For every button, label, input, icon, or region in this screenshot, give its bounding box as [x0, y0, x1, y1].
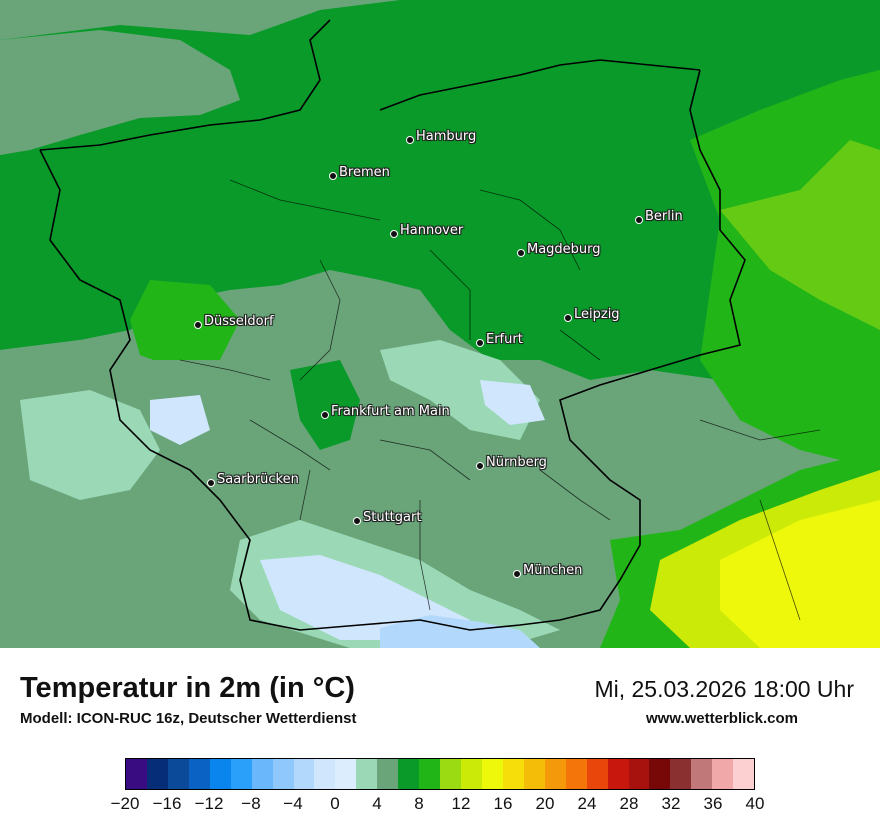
legend-tick-label: 16	[493, 794, 513, 813]
legend-swatch	[461, 759, 482, 789]
warm-zone-yellow	[720, 500, 880, 648]
legend-swatch	[712, 759, 734, 789]
city-dot-icon	[320, 410, 329, 419]
legend-tick-label: −8	[241, 794, 261, 813]
legend-swatch	[502, 759, 524, 789]
legend-swatch	[146, 759, 168, 789]
city-label: Magdeburg	[527, 242, 601, 257]
legend-swatch	[356, 759, 378, 789]
legend-swatch	[670, 759, 692, 789]
city-dot-icon	[512, 569, 521, 578]
legend-swatch	[586, 759, 608, 789]
city-dot-icon	[206, 478, 215, 487]
legend-swatch	[419, 759, 441, 789]
city-dot-icon	[516, 248, 525, 257]
map-canvas	[0, 0, 880, 648]
city-label: Stuttgart	[363, 510, 422, 525]
city-dot-icon	[328, 171, 337, 180]
legend-swatch	[230, 759, 252, 789]
city-label: Bremen	[339, 165, 390, 180]
legend-swatch	[607, 759, 629, 789]
legend-tick-label: 12	[451, 794, 471, 813]
website-link[interactable]: www.wetterblick.com	[646, 710, 798, 727]
city-dot-icon	[193, 320, 202, 329]
legend-swatch	[733, 759, 755, 789]
state-borders	[179, 179, 821, 621]
legend-swatch	[398, 759, 420, 789]
city-label: Erfurt	[486, 332, 523, 347]
city-dot-icon	[634, 215, 643, 224]
cool-zone-lightest-west	[150, 395, 210, 445]
legend-tick-label: 4	[372, 794, 382, 813]
legend-tick-label: 36	[703, 794, 723, 813]
temperature-map[interactable]: Hamburg Bremen Berlin Hannover Magdeburg Leip…	[0, 0, 880, 648]
legend-swatch	[691, 759, 713, 789]
map-title: Temperatur in 2m (in °C)	[20, 672, 355, 704]
legend-swatch	[377, 759, 399, 789]
city-dot-icon	[405, 135, 414, 144]
city-dot-icon	[475, 338, 484, 347]
city-label: Berlin	[645, 209, 683, 224]
legend-swatch	[440, 759, 461, 789]
city-dot-icon	[352, 516, 361, 525]
city-label: Saarbrücken	[217, 472, 299, 487]
cool-zone-light-1	[20, 390, 160, 500]
legend-tick-label: 0	[330, 794, 340, 813]
legend-tick-label: −12	[194, 794, 224, 813]
legend-swatch	[565, 759, 587, 789]
legend-tick-label: 20	[535, 794, 555, 813]
legend-tick-label: 32	[661, 794, 681, 813]
legend-swatch	[628, 759, 650, 789]
legend-swatch	[335, 759, 357, 789]
city-dot-icon	[563, 313, 572, 322]
map-subtitle: Modell: ICON-RUC 16z, Deutscher Wetterdi…	[20, 710, 357, 727]
forecast-datetime: Mi, 25.03.2026 18:00 Uhr	[594, 676, 854, 702]
info-bar: Temperatur in 2m (in °C) Modell: ICON-RU…	[0, 648, 880, 830]
legend-tick-label: −20	[110, 794, 140, 813]
legend-tick-label: −4	[283, 794, 303, 813]
legend-swatch	[272, 759, 294, 789]
legend-tick-label: −16	[152, 794, 182, 813]
city-label: Leipzig	[574, 307, 620, 322]
legend-swatch	[481, 759, 503, 789]
city-dot-icon	[475, 461, 484, 470]
city-label: Hannover	[400, 223, 464, 238]
sea-patch	[0, 30, 240, 155]
alps-blue	[380, 615, 540, 648]
city-label: Düsseldorf	[204, 314, 274, 329]
cool-zone-lightest-north	[480, 380, 545, 425]
legend-tick-label: 8	[414, 794, 424, 813]
legend-swatch	[126, 759, 147, 789]
legend-swatch	[293, 759, 315, 789]
legend-swatch	[314, 759, 336, 789]
country-border	[39, 69, 746, 631]
green-tongue-frankfurt	[290, 360, 360, 450]
city-label: Hamburg	[416, 129, 477, 144]
coastline-north	[39, 19, 701, 151]
legend-swatch	[649, 759, 671, 789]
legend-swatch	[544, 759, 566, 789]
legend-swatch	[188, 759, 210, 789]
city-label: Nürnberg	[486, 455, 547, 470]
city-label: München	[523, 563, 583, 578]
city-label: Frankfurt am Main	[331, 404, 450, 419]
legend-tick-label: 24	[577, 794, 597, 813]
legend-swatch	[251, 759, 273, 789]
legend-swatch	[167, 759, 189, 789]
color-legend	[125, 758, 755, 790]
legend-swatch	[209, 759, 231, 789]
legend-tick-label: 28	[619, 794, 639, 813]
green-zone-west	[130, 280, 240, 370]
legend-swatch	[523, 759, 545, 789]
city-dot-icon	[389, 229, 398, 238]
green-zone-east-light	[720, 140, 880, 330]
legend-ticks: −20 −16 −12 −8 −4 0 4 8 12 16 20 24 28 32 36 40	[111, 794, 765, 818]
legend-tick-label: 40	[745, 794, 765, 813]
